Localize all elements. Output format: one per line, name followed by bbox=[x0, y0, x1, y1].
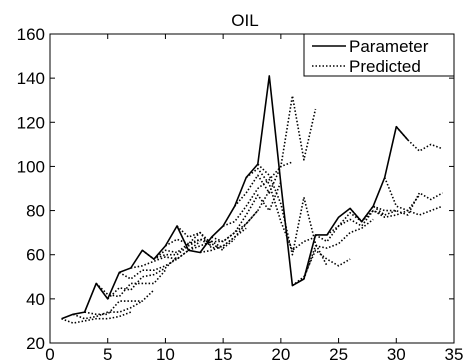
series-predicted-line-5 bbox=[118, 249, 189, 280]
series-predicted-line-20 bbox=[315, 209, 385, 243]
series-layer bbox=[61, 75, 443, 324]
y-tick-label: 100 bbox=[17, 157, 45, 176]
y-tick-label: 140 bbox=[17, 69, 45, 88]
series-predicted-line-17 bbox=[257, 163, 328, 267]
series-predicted-line-15 bbox=[234, 95, 317, 207]
y-tick-label: 20 bbox=[26, 334, 45, 353]
chart-title: OIL bbox=[231, 11, 258, 30]
series-predicted-line-16 bbox=[245, 167, 316, 252]
y-tick-label: 80 bbox=[26, 202, 45, 221]
axes-layer: 0 5 10 15 20 25 30 35 20 40 60 80 100 120 140 160 bbox=[17, 25, 464, 363]
legend-label-predicted: Predicted bbox=[349, 57, 421, 76]
y-tick-label: 40 bbox=[26, 290, 45, 309]
x-tick-label: 15 bbox=[214, 345, 233, 363]
y-tick-label: 60 bbox=[26, 246, 45, 265]
y-tick-label: 120 bbox=[17, 113, 45, 132]
x-tick-label: 20 bbox=[271, 345, 290, 363]
series-predicted-line-25 bbox=[395, 126, 443, 152]
x-tick-label: 25 bbox=[329, 345, 348, 363]
series-predicted-line-6 bbox=[130, 240, 201, 269]
plot-area bbox=[50, 34, 454, 343]
x-tick-label: 30 bbox=[387, 345, 406, 363]
x-tick-label: 10 bbox=[156, 345, 175, 363]
series-predicted-line-9 bbox=[165, 238, 236, 249]
series-predicted-line-23 bbox=[372, 192, 443, 216]
legend-box bbox=[303, 33, 455, 77]
plot-background bbox=[50, 34, 454, 343]
x-tick-label: 5 bbox=[103, 345, 112, 363]
y-tick-label: 160 bbox=[17, 25, 45, 44]
x-tick-label: 35 bbox=[445, 345, 464, 363]
series-predicted-line-1 bbox=[72, 300, 143, 320]
legend-label-parameter: Parameter bbox=[349, 37, 429, 56]
series-predicted-line-19 bbox=[303, 218, 374, 280]
series-predicted-line-2 bbox=[84, 289, 155, 316]
series-predicted-line-4 bbox=[107, 256, 178, 300]
series-predicted-line-0 bbox=[61, 311, 132, 324]
series-predicted-line-11 bbox=[188, 210, 259, 252]
series-predicted-line-18 bbox=[291, 249, 351, 287]
x-tick-label: 0 bbox=[45, 345, 54, 363]
legend: Parameter Predicted bbox=[303, 33, 455, 77]
series-predicted-line-24 bbox=[383, 177, 443, 216]
axes-frame bbox=[49, 33, 455, 344]
series-predicted-line-12 bbox=[199, 190, 270, 254]
series-predicted-line-8 bbox=[153, 231, 224, 260]
